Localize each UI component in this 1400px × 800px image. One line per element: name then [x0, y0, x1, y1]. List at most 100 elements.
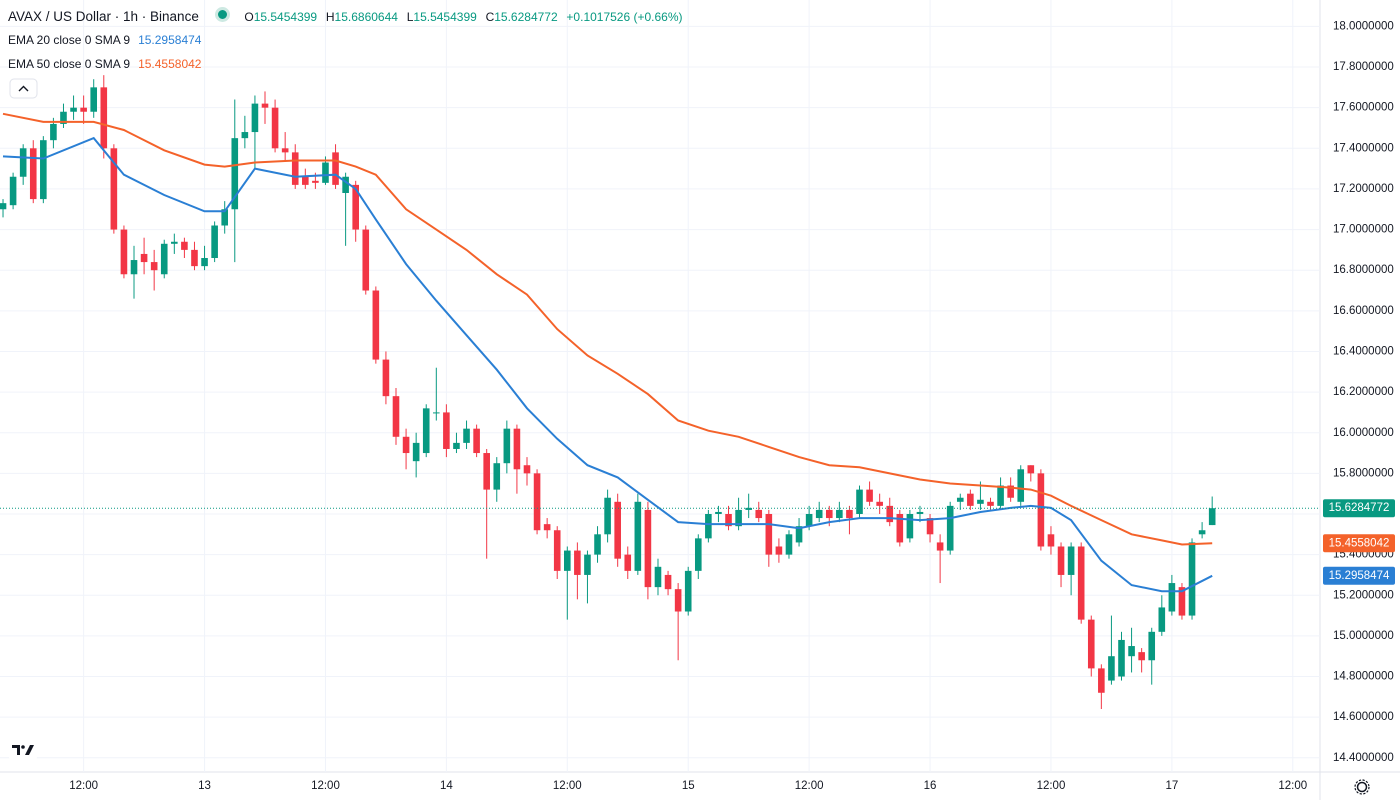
candle-body	[624, 554, 632, 571]
candle-body	[1138, 652, 1145, 661]
y-tick-label: 15.0000000	[1333, 630, 1394, 642]
candle-body	[291, 152, 299, 185]
candle-body	[876, 501, 883, 506]
y-tick-label: 17.4000000	[1333, 142, 1394, 154]
candle-body	[634, 501, 642, 571]
price-tag-label: 15.2958474	[1329, 570, 1390, 582]
candle-body	[1067, 546, 1075, 575]
candle-body	[836, 509, 843, 519]
candle-body	[574, 550, 581, 575]
legend-item: EMA 20 close 0 SMA 9 15.2958474	[8, 33, 201, 47]
candle-body	[533, 473, 541, 531]
candle-body	[956, 497, 964, 502]
ohlc-key: O	[244, 10, 254, 24]
candle-body	[815, 509, 823, 519]
y-tick-label: 17.2000000	[1333, 183, 1394, 195]
x-tick-label: 12:00	[795, 780, 824, 792]
candle-body	[604, 497, 611, 535]
candle-body	[1027, 465, 1035, 474]
legend-value: 15.2958474	[138, 33, 202, 47]
candle-body	[543, 524, 551, 531]
candle-body	[9, 176, 17, 206]
ohlc-value: 15.5454399	[413, 10, 477, 24]
candle-body	[312, 180, 319, 183]
legend-label: EMA 20 close 0 SMA 9	[8, 33, 131, 47]
y-tick-label: 17.8000000	[1333, 61, 1394, 73]
candle-body	[332, 152, 339, 185]
candle-body	[644, 509, 652, 588]
candle-body	[987, 501, 994, 506]
symbol-title: AVAX / US Dollar · 1h · Binance	[8, 9, 199, 24]
candle-body	[251, 103, 259, 133]
candle-body	[1128, 646, 1135, 657]
x-tick-label: 12:00	[553, 780, 582, 792]
tv-logo	[7, 734, 39, 766]
candle-body	[674, 589, 682, 612]
candle-body	[967, 493, 974, 506]
candle-body	[946, 505, 954, 551]
candle-body	[302, 176, 309, 185]
change: +0.1017526 (+0.66%)	[566, 10, 683, 24]
candle-body	[362, 229, 370, 291]
candle-body	[433, 412, 440, 414]
candle-body	[130, 260, 138, 275]
ohlc-value: 15.5454399	[253, 10, 318, 24]
candle-body	[29, 148, 37, 200]
candle-body	[201, 258, 208, 267]
candle-body	[160, 243, 168, 275]
candle-body	[1168, 583, 1176, 612]
candle-body	[896, 513, 904, 543]
candle-body	[110, 148, 118, 230]
candle-body	[1057, 546, 1065, 575]
candle-body	[785, 534, 793, 555]
y-tick-label: 14.4000000	[1333, 752, 1394, 764]
candle-body	[513, 428, 521, 470]
candle-body	[40, 140, 47, 200]
candle-body	[402, 436, 410, 454]
candle-body	[725, 513, 732, 527]
price-tag	[1323, 566, 1395, 585]
candle-body	[503, 428, 511, 464]
candle-body	[90, 87, 98, 112]
x-tick-label: 12:00	[1037, 780, 1066, 792]
candle-body	[100, 87, 108, 149]
candle-body	[211, 225, 218, 259]
candle-body	[906, 513, 914, 539]
x-tick-label: 14	[440, 780, 453, 792]
candle-body	[1208, 508, 1216, 526]
collapse-button[interactable]	[9, 78, 38, 99]
candle-body	[1098, 668, 1105, 693]
candle-body	[463, 428, 470, 443]
y-tick-label: 17.6000000	[1333, 102, 1394, 114]
candle-body	[846, 509, 853, 519]
candle-body	[261, 103, 269, 108]
candle-body	[483, 453, 490, 490]
y-tick-label: 16.8000000	[1333, 264, 1394, 276]
candle-body	[735, 509, 742, 527]
candle-body	[352, 184, 359, 230]
legend-item: EMA 50 close 0 SMA 9 15.4558042	[8, 57, 201, 71]
ohlc-key: C	[485, 10, 495, 24]
candle-body	[181, 241, 188, 250]
y-tick-label: 17.0000000	[1333, 224, 1394, 236]
settings-icon[interactable]	[1354, 779, 1370, 795]
candle-body	[926, 518, 934, 535]
candle-body	[866, 489, 873, 502]
candle-body	[150, 262, 158, 271]
candle-body	[825, 509, 833, 519]
candle-body	[765, 513, 773, 555]
y-tick-label: 14.6000000	[1333, 711, 1394, 723]
price-tag	[1323, 534, 1395, 553]
candle-body	[715, 511, 722, 514]
candle-body	[443, 412, 450, 449]
candle-body	[553, 530, 561, 571]
candle-body	[1148, 631, 1156, 661]
candle-body	[694, 538, 702, 571]
candle-body	[614, 501, 621, 559]
candle-body	[523, 465, 531, 474]
x-tick-label: 12:00	[1278, 780, 1307, 792]
candle-body	[221, 209, 229, 226]
candle-body	[412, 442, 420, 462]
